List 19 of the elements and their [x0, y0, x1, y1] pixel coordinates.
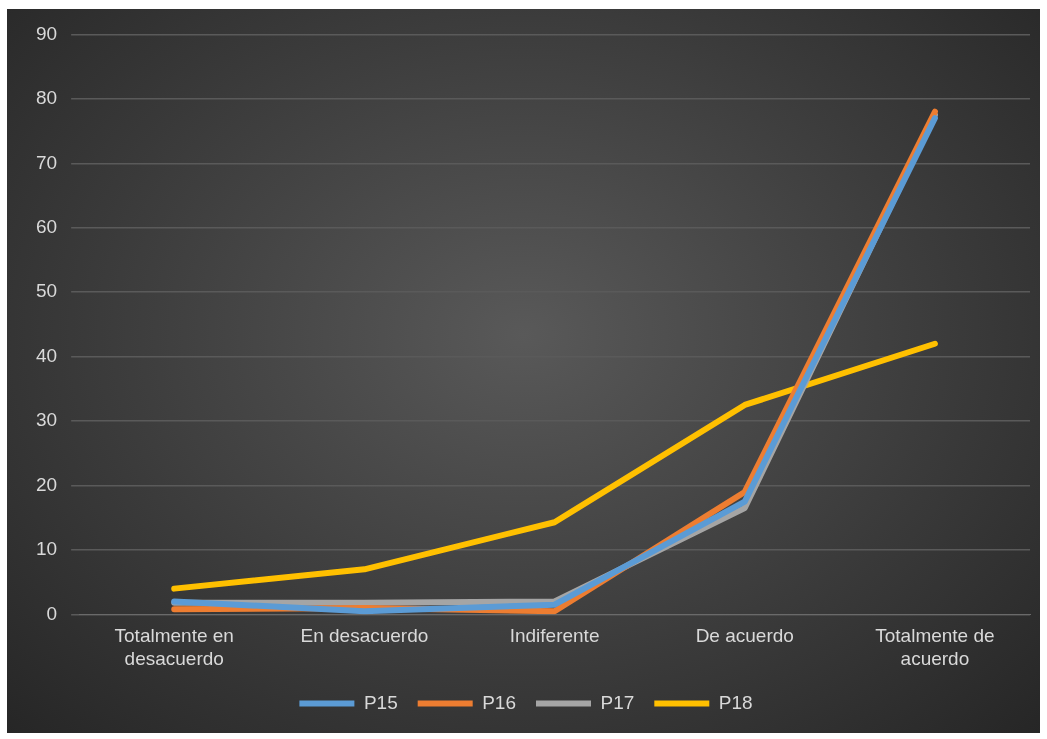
y-tick-label: 70 — [35, 151, 58, 173]
y-tick-label: 10 — [35, 538, 58, 560]
y-tick-label: 90 — [35, 22, 58, 44]
legend-label: P18 — [718, 691, 753, 713]
legend-label: P15 — [363, 691, 398, 713]
y-tick-label: 40 — [35, 344, 58, 366]
x-tick-label: De acuerdo — [695, 625, 794, 647]
legend-label: P16 — [482, 691, 517, 713]
x-tick-label: Totalmente en desacuerdo — [114, 625, 234, 669]
x-tick-label: Indiferente — [509, 625, 600, 647]
x-tick-label: En desacuerdo — [300, 625, 429, 647]
y-tick-label: 20 — [35, 473, 58, 495]
y-tick-label: 0 — [46, 602, 58, 624]
y-tick-label: 30 — [35, 409, 58, 431]
y-tick-label: 80 — [35, 87, 58, 109]
x-tick-label: Totalmente de acuerdo — [875, 625, 995, 669]
legend-label: P17 — [600, 691, 635, 713]
y-tick-label: 60 — [35, 215, 58, 237]
y-tick-label: 50 — [35, 280, 58, 302]
